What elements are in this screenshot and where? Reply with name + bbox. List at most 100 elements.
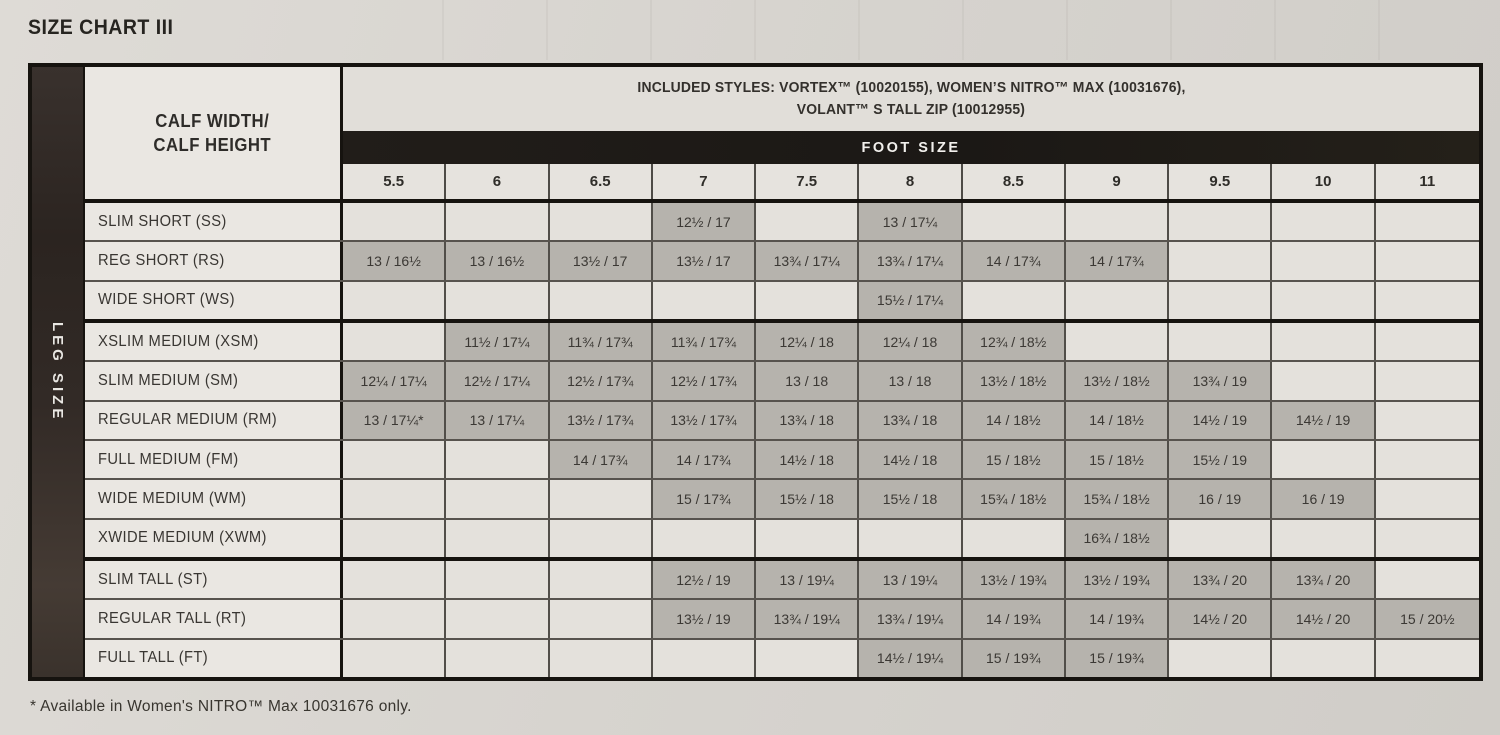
- size-cell: 15 / 19¾: [962, 639, 1066, 677]
- size-cell: 13¾ / 18: [756, 401, 860, 439]
- size-cell: 13 / 17¼*: [343, 401, 447, 439]
- size-cell: 14½ / 19: [1169, 401, 1273, 439]
- size-cell: [1272, 362, 1376, 400]
- size-cell: [1169, 281, 1273, 319]
- row-cells: 13 / 16½ 13 / 16½ 13½ / 17 13½ / 17 13¾ / 17…: [343, 242, 1479, 280]
- table-main: CALF WIDTH/ CALF HEIGHT INCLUDED STYLES:…: [85, 67, 1479, 677]
- size-cell: 12½ / 17¼: [446, 362, 550, 400]
- size-cell: 16 / 19: [1272, 480, 1376, 518]
- size-cell: [756, 519, 860, 557]
- size-cell: 14 / 18½: [1065, 401, 1170, 439]
- row-label-text: REG SHORT (RS): [98, 251, 225, 269]
- row-cells: 14½ / 19¼ 15 / 19¾ 15 / 19¾: [343, 639, 1479, 677]
- size-cell: 14 / 17¾: [962, 242, 1066, 280]
- foot-size-bar: FOOT SIZE: [343, 131, 1479, 164]
- row-label: REGULAR MEDIUM (RM): [85, 401, 343, 439]
- size-cell: [1375, 639, 1479, 677]
- size-cell: 13¾ / 18: [859, 401, 963, 439]
- row-label: XWIDE MEDIUM (XWM): [85, 519, 343, 557]
- size-cell: 13 / 19¼: [756, 560, 860, 599]
- size-cell: [756, 639, 860, 677]
- size-cell: [1272, 281, 1376, 319]
- size-cell: 13 / 17¼: [859, 203, 963, 241]
- size-cell: 13½ / 18½: [1065, 362, 1170, 400]
- foot-size-columns-row: 5.5 6 6.5 7 7.5 8 8.5 9 9.5 10 11: [343, 164, 1479, 199]
- size-cell: 12¾ / 18½: [962, 322, 1066, 361]
- foot-size-column-header: 10: [1272, 164, 1376, 199]
- calf-height-line: CALF HEIGHT: [153, 135, 272, 155]
- size-cell: [859, 519, 963, 557]
- size-cell: 13 / 19¼: [859, 560, 963, 599]
- included-styles-line2: VOLANT™ S TALL ZIP (10012955): [796, 102, 1026, 118]
- size-cell: [1375, 242, 1479, 280]
- row-label: SLIM SHORT (SS): [85, 203, 343, 241]
- size-cell: [1375, 560, 1479, 599]
- size-cell: 14 / 17¾: [1065, 242, 1170, 280]
- size-cell: 13¾ / 17¼: [859, 242, 963, 280]
- size-cell: [1169, 639, 1273, 677]
- size-cell: 11½ / 17¼: [446, 322, 550, 361]
- size-cell: [962, 203, 1066, 241]
- row-label: WIDE SHORT (WS): [85, 281, 343, 319]
- size-cell: 16 / 19: [1169, 480, 1273, 518]
- size-cell: 13½ / 17: [549, 242, 653, 280]
- size-cell: [549, 519, 653, 557]
- foot-size-column-header: 7.5: [756, 164, 860, 199]
- row-label: XSLIM MEDIUM (XSM): [85, 322, 343, 361]
- row-cells: 15½ / 17¼: [343, 281, 1479, 319]
- row-label-text: WIDE SHORT (WS): [98, 291, 235, 309]
- table-row: SLIM MEDIUM (SM) 12¼ / 17¼ 12½ / 17¼ 12½ / …: [85, 360, 1479, 400]
- size-cell: 16¾ / 18½: [1065, 519, 1170, 557]
- size-cell: [343, 480, 447, 518]
- size-cell: [343, 440, 447, 479]
- size-cell: [1375, 203, 1479, 241]
- size-cell: 12½ / 17¾: [652, 362, 757, 400]
- size-cell: 11¾ / 17¾: [549, 322, 653, 361]
- foot-size-column-header: 9.5: [1169, 164, 1273, 199]
- size-cell: 14 / 18½: [962, 401, 1066, 439]
- footnote: * Available in Women's NITRO™ Max 100316…: [30, 698, 412, 715]
- size-cell: 15½ / 18: [756, 480, 860, 518]
- size-cell: 12¼ / 18: [859, 322, 963, 361]
- table-row: FULL TALL (FT) 14½ / 19¼ 15 / 19¾ 15 / 19¾: [85, 637, 1479, 677]
- size-cell: [756, 203, 860, 241]
- size-cell: [1375, 440, 1479, 479]
- size-cell: 13½ / 19¾: [962, 560, 1066, 599]
- leg-size-label: LEG SIZE: [49, 321, 66, 423]
- foot-size-column-header: 5.5: [343, 164, 447, 199]
- calf-width-line: CALF WIDTH/: [155, 110, 270, 131]
- size-cell: 13¾ / 20: [1272, 560, 1376, 599]
- size-cell: [446, 480, 550, 518]
- size-cell: 15 / 18½: [1065, 440, 1170, 479]
- size-cell: 13½ / 17: [652, 242, 757, 280]
- size-cell: [1169, 242, 1273, 280]
- size-cell: 15 / 17¾: [652, 480, 757, 518]
- size-cell: [446, 203, 550, 241]
- row-label-text: REGULAR MEDIUM (RM): [98, 411, 278, 429]
- size-cell: 15¾ / 18½: [1065, 480, 1170, 518]
- size-cell: 13½ / 19: [652, 600, 757, 638]
- size-cell: [1272, 322, 1376, 361]
- size-cell: 12½ / 17: [652, 203, 757, 241]
- size-cell: [1375, 401, 1479, 439]
- size-cell: 15 / 18½: [962, 440, 1066, 479]
- foot-size-bar-label: FOOT SIZE: [861, 139, 961, 156]
- size-cell: 13½ / 19¾: [1065, 560, 1170, 599]
- size-cell: [446, 560, 550, 599]
- size-cell: 13½ / 17¾: [549, 401, 653, 439]
- size-cell: 15¾ / 18½: [962, 480, 1066, 518]
- size-cell: 15½ / 19: [1169, 440, 1273, 479]
- size-cell: 14½ / 18: [756, 440, 860, 479]
- size-cell: [1375, 281, 1479, 319]
- row-label: SLIM MEDIUM (SM): [85, 362, 343, 400]
- foot-size-column-header: 11: [1419, 173, 1436, 190]
- size-cell: [1065, 322, 1170, 361]
- size-cell: [1272, 519, 1376, 557]
- size-cell: [1375, 519, 1479, 557]
- size-cell: 13 / 16½: [446, 242, 550, 280]
- size-cell: [1169, 519, 1273, 557]
- size-cell: [652, 639, 757, 677]
- row-label-text: XWIDE MEDIUM (XWM): [98, 529, 267, 547]
- size-cell: [343, 281, 447, 319]
- table-row: XWIDE MEDIUM (XWM) 16¾ / 18½: [85, 517, 1479, 557]
